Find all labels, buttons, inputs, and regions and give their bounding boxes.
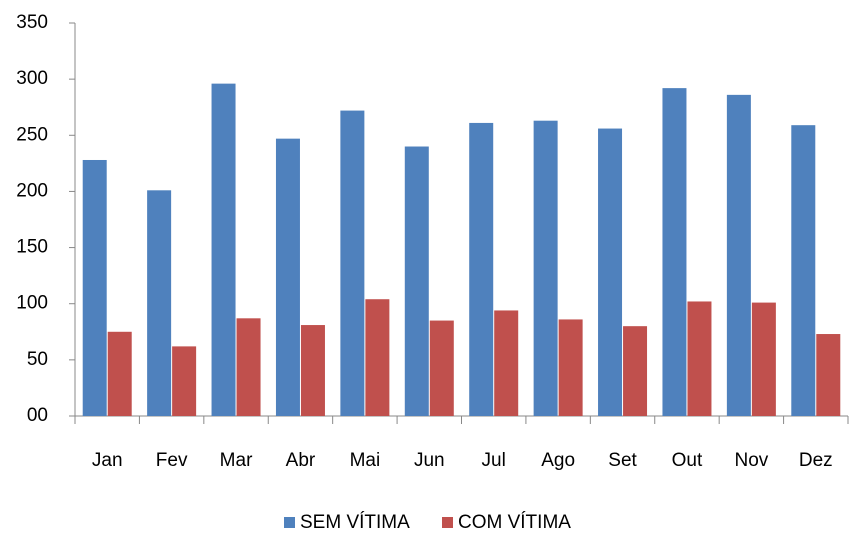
legend-swatch xyxy=(284,517,295,528)
x-tick-label: Ago xyxy=(541,450,575,471)
y-tick-label: 350 xyxy=(16,12,48,33)
bar xyxy=(107,331,132,416)
bar xyxy=(236,318,261,416)
bar xyxy=(300,325,325,416)
bar xyxy=(791,125,816,417)
bar xyxy=(598,128,623,416)
bar xyxy=(726,94,751,416)
x-tick-label: Mar xyxy=(220,450,253,471)
y-tick-label: 100 xyxy=(16,293,48,314)
bar xyxy=(494,310,519,416)
bar xyxy=(623,326,648,416)
bar xyxy=(172,346,197,416)
bar xyxy=(340,110,365,416)
bar xyxy=(469,122,494,416)
bar xyxy=(147,190,172,416)
y-tick-label: 50 xyxy=(27,349,48,370)
x-tick-label: Jun xyxy=(414,450,445,471)
legend-swatch xyxy=(442,517,453,528)
x-tick-label: Abr xyxy=(286,450,316,471)
bar xyxy=(82,159,107,416)
x-tick-label: Set xyxy=(608,450,637,471)
bar xyxy=(687,301,712,416)
bar xyxy=(662,88,687,416)
y-tick-label: 300 xyxy=(16,68,48,89)
x-tick-label: Jul xyxy=(482,450,506,471)
x-tick-label: Fev xyxy=(156,450,188,471)
y-tick-label: 250 xyxy=(16,124,48,145)
y-tick-label: 00 xyxy=(27,405,48,426)
x-tick-label: Nov xyxy=(734,450,768,471)
bar xyxy=(404,146,429,416)
bar xyxy=(533,120,558,416)
x-tick-label: Out xyxy=(672,450,703,471)
x-tick-label: Mai xyxy=(350,450,381,471)
bar xyxy=(751,302,776,416)
bar xyxy=(558,319,583,416)
legend-label: COM VÍTIMA xyxy=(458,512,571,533)
bar xyxy=(211,83,236,417)
y-tick-label: 150 xyxy=(16,237,48,258)
bar xyxy=(365,299,390,416)
bar xyxy=(429,320,454,416)
bar xyxy=(275,138,300,416)
x-tick-label: Jan xyxy=(92,450,123,471)
y-tick-label: 200 xyxy=(16,180,48,201)
bar xyxy=(816,334,841,416)
x-tick-label: Dez xyxy=(799,450,833,471)
legend-label: SEM VÍTIMA xyxy=(300,512,410,533)
